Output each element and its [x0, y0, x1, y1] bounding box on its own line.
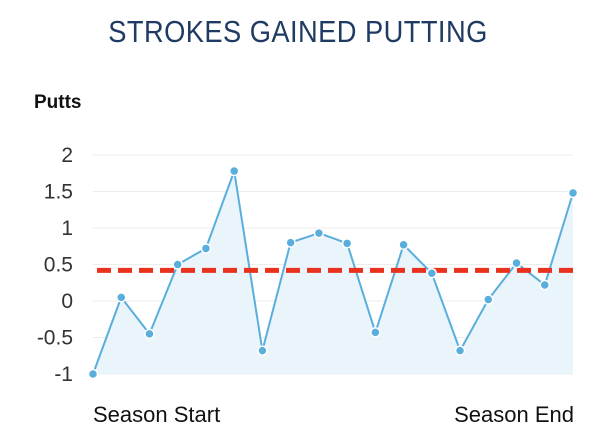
y-tick-label: 1 — [61, 217, 73, 240]
y-tick-label: -1 — [54, 363, 73, 386]
x-label-season-start: Season Start — [93, 402, 221, 427]
data-point — [200, 243, 212, 254]
data-point — [567, 187, 579, 199]
data-point — [341, 238, 353, 249]
data-point — [285, 237, 296, 248]
data-point — [370, 327, 381, 338]
chart-title: STROKES GAINED PUTTING — [108, 14, 488, 49]
data-point — [228, 165, 240, 177]
data-points — [87, 165, 579, 380]
data-point — [313, 227, 325, 239]
data-point — [172, 259, 183, 270]
data-point — [144, 328, 155, 340]
data-point — [539, 279, 551, 291]
y-tick-labels: 2 1.5 1 0.5 0 -0.5 -1 — [37, 144, 73, 386]
x-label-season-end: Season End — [454, 402, 574, 427]
data-point — [398, 239, 409, 251]
series-line — [92, 170, 574, 375]
data-point — [511, 257, 522, 269]
y-tick-label: -0.5 — [37, 327, 73, 350]
y-axis-label: Putts — [34, 92, 82, 113]
data-point — [426, 268, 438, 279]
y-tick-label: 0.5 — [44, 254, 73, 277]
y-tick-label: 0 — [61, 290, 73, 313]
data-point — [87, 368, 99, 380]
data-point — [257, 345, 268, 356]
data-point — [454, 345, 466, 356]
data-point — [115, 292, 127, 303]
y-tick-label: 2 — [61, 144, 73, 167]
y-tick-label: 1.5 — [44, 181, 73, 204]
data-point — [483, 294, 494, 305]
